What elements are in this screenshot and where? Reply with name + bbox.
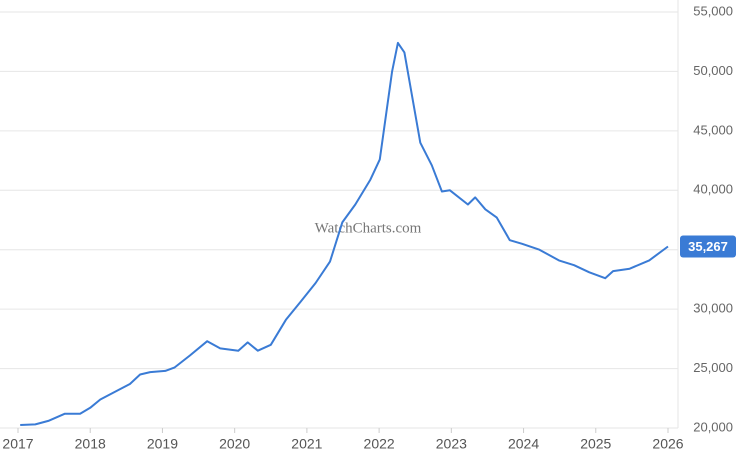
- x-tick-label: 2023: [436, 436, 467, 452]
- y-tick-label: 55,000: [693, 3, 733, 18]
- y-tick-label: 45,000: [693, 122, 733, 137]
- y-tick-label: 40,000: [693, 182, 733, 197]
- x-tick-label: 2020: [219, 436, 250, 452]
- badge-label: 35,267: [688, 239, 728, 254]
- x-tick-label: 2022: [364, 436, 395, 452]
- last-value-badge: 35,267: [680, 235, 736, 258]
- badge-box: [680, 235, 736, 258]
- x-tick-label: 2019: [147, 436, 178, 452]
- x-tick-label: 2025: [580, 436, 611, 452]
- y-tick-label: 30,000: [693, 301, 733, 316]
- x-tick-label: 2021: [291, 436, 322, 452]
- x-tick-label: 2018: [75, 436, 106, 452]
- y-tick-label: 50,000: [693, 63, 733, 78]
- x-tick-label: 2026: [652, 436, 683, 452]
- y-tick-label: 20,000: [693, 419, 733, 434]
- watermark: WatchCharts.com: [315, 220, 422, 236]
- line: [20, 41, 669, 426]
- x-tick-label: 2017: [2, 436, 33, 452]
- x-tick-label: 2024: [508, 436, 539, 452]
- y-tick-label: 25,000: [693, 360, 733, 375]
